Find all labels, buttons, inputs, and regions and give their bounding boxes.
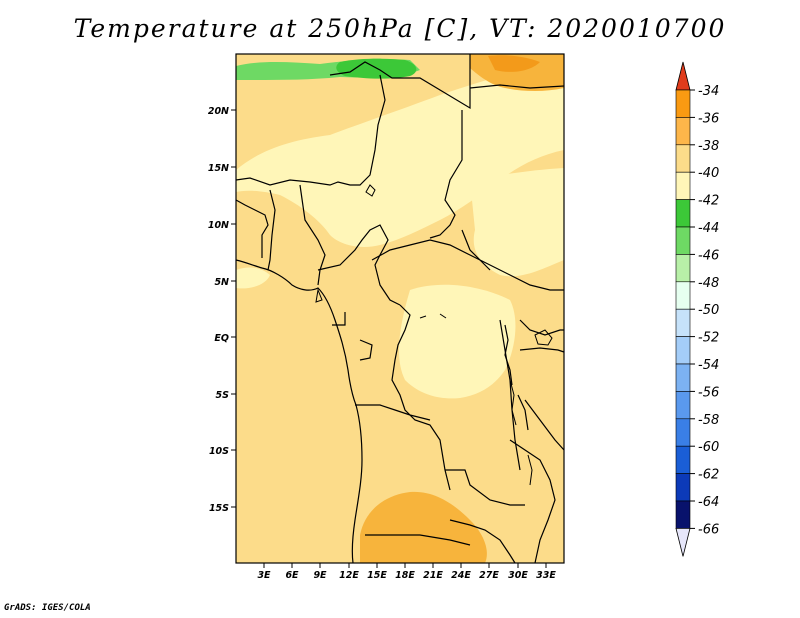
- colorbar-label: -60: [698, 440, 719, 455]
- colorbar: -34 -36 -38 -40 -42 -44 -46 -48 -50 -52 -54 -56 -58 -…: [675, 61, 719, 557]
- colorbar-label: -56: [698, 385, 719, 400]
- colorbar-swatch: [675, 500, 691, 529]
- colorbar-swatch: [675, 336, 691, 365]
- colorbar-swatch: [675, 473, 691, 502]
- colorbar-label: -52: [698, 331, 719, 346]
- colorbar-label: -50: [698, 303, 719, 318]
- light-band-north: [236, 68, 564, 247]
- lon-tick-label: 15E: [367, 570, 387, 581]
- coastlines-and-borders: [235, 54, 565, 564]
- colorbar-swatch: [675, 308, 691, 337]
- colorbar-label: -64: [698, 495, 719, 510]
- colorbar-label: -58: [698, 413, 719, 428]
- colorbar-label: -44: [698, 221, 719, 236]
- grads-credit: GrADS: IGES/COLA: [4, 603, 91, 613]
- colorbar-label: -34: [698, 84, 719, 99]
- light-band-east: [470, 168, 564, 277]
- colorbar-swatch: [675, 363, 691, 392]
- colorbar-swatch: [675, 418, 691, 447]
- lakes: [315, 184, 553, 486]
- colorbar-swatch: [675, 171, 691, 200]
- colorbar-swatch: [675, 199, 691, 228]
- lon-tick-label: 24E: [451, 570, 471, 581]
- lon-tick-label: 3E: [257, 570, 271, 581]
- lat-tick-label: 5S: [216, 390, 230, 401]
- colorbar-swatch: [675, 144, 691, 173]
- lat-tick-label: 5N: [214, 277, 229, 288]
- map-panel: 20N 15N 10N 5N EQ 5S 10S 15S 3E 6E 9E 12E 15E 18E 21E…: [208, 53, 565, 581]
- lon-tick-label: 18E: [395, 570, 415, 581]
- colorbar-label: -38: [698, 139, 719, 154]
- colorbar-swatch: [675, 391, 691, 420]
- colorbar-label: -36: [698, 111, 719, 126]
- lon-tick-label: 33E: [536, 570, 556, 581]
- colorbar-swatch: [675, 445, 691, 474]
- colorbar-label: -40: [698, 166, 719, 181]
- colorbar-swatch: [675, 117, 691, 146]
- latitude-axis: 20N 15N 10N 5N EQ 5S 10S 15S: [208, 106, 236, 514]
- lat-tick-label: 20N: [208, 106, 229, 117]
- colorbar-swatch: [675, 89, 691, 118]
- colorbar-label: -62: [698, 468, 719, 483]
- colorbar-label: -48: [698, 276, 719, 291]
- colorbar-label: -54: [698, 358, 719, 373]
- colorbar-label: -42: [698, 194, 719, 209]
- longitude-axis: 3E 6E 9E 12E 15E 18E 21E 24E 27E 30E 33E: [257, 563, 556, 581]
- chart-title: Temperature at 250hPa [C], VT: 202001070…: [73, 14, 727, 43]
- lon-tick-label: 27E: [479, 570, 499, 581]
- colorbar-swatch: [675, 254, 691, 283]
- colorbar-swatch: [675, 226, 691, 255]
- lat-tick-label: 10N: [208, 220, 229, 231]
- lat-tick-label: 15S: [209, 503, 229, 514]
- lon-tick-label: 6E: [285, 570, 299, 581]
- colorbar-top-arrow: [675, 61, 691, 91]
- warm-patch-southwest: [360, 491, 487, 563]
- lon-tick-label: 21E: [423, 570, 443, 581]
- map-frame: [235, 53, 565, 564]
- lon-tick-label: 30E: [508, 570, 528, 581]
- lat-tick-label: 15N: [208, 163, 229, 174]
- light-band-congo: [398, 284, 516, 399]
- colorbar-swatch: [675, 281, 691, 310]
- colorbar-label: -66: [698, 522, 719, 537]
- lon-tick-label: 9E: [313, 570, 327, 581]
- light-band-small: [236, 267, 270, 289]
- lon-tick-label: 12E: [339, 570, 359, 581]
- colorbar-label: -46: [698, 248, 719, 263]
- lat-tick-label: EQ: [214, 333, 229, 344]
- warmer-patch-northeast: [488, 55, 540, 72]
- colorbar-bottom-arrow: [675, 528, 691, 557]
- lat-tick-label: 10S: [209, 446, 229, 457]
